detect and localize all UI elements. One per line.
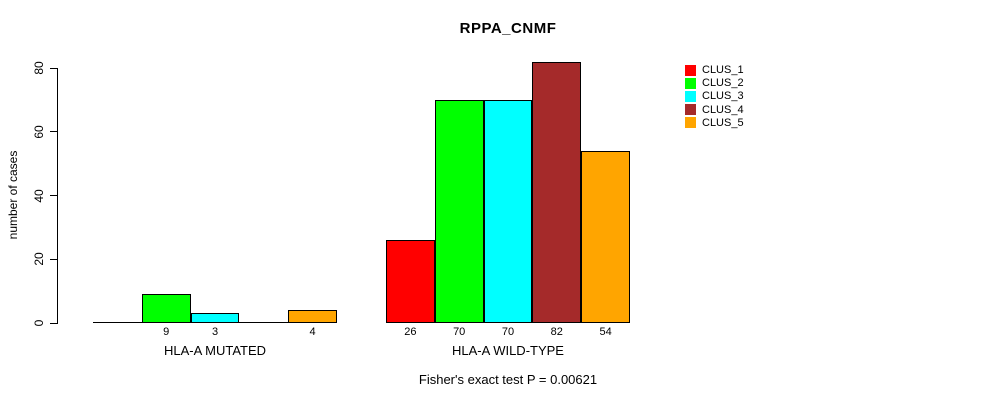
- bar-clus_4-group2: [532, 61, 582, 323]
- y-axis-tick-label-80: 80: [32, 61, 46, 75]
- y-axis-tick-label-40: 40: [32, 188, 46, 203]
- legend-label-clus_5: CLUS_5: [702, 116, 744, 129]
- legend-label-clus_4: CLUS_4: [702, 103, 744, 116]
- y-axis-line: [57, 68, 58, 324]
- y-axis-label: number of cases: [6, 150, 20, 240]
- chart-title: RPPA_CNMF: [459, 20, 557, 37]
- legend-swatch-clus_2: [685, 77, 696, 89]
- bar-clus_5-group1: [288, 310, 337, 323]
- group-label-1: HLA-A MUTATED: [163, 343, 267, 358]
- bar-value-label-clus_3-group1: 3: [211, 326, 219, 338]
- legend-label-clus_1: CLUS_1: [702, 64, 744, 76]
- bar-clus_2-group2: [434, 99, 484, 323]
- bar-value-label-clus_2-group1: 9: [163, 326, 170, 338]
- bar-clus_5-group2: [581, 150, 630, 323]
- bar-clus_3-group2: [483, 99, 533, 323]
- legend-item-clus_2: CLUS_2: [685, 77, 744, 89]
- legend-item-clus_3: CLUS_3: [685, 90, 744, 102]
- y-axis-tick-0: [50, 322, 57, 324]
- y-axis-tick-label-20: 20: [32, 252, 46, 266]
- bar-value-label-clus_2-group2: 70: [453, 326, 466, 338]
- y-axis-tick-label-60: 60: [32, 125, 46, 139]
- bar-value-label-clus_5-group1: 4: [309, 326, 316, 338]
- bar-value-label-clus_5-group2: 54: [599, 326, 612, 338]
- legend-swatch-clus_3: [685, 90, 696, 102]
- legend-swatch-clus_4: [685, 104, 696, 116]
- legend-swatch-clus_1: [685, 64, 696, 76]
- y-axis-tick-label-0: 0: [32, 319, 46, 327]
- legend-label-clus_2: CLUS_2: [702, 77, 744, 90]
- bar-value-label-clus_1-group2: 26: [404, 326, 417, 338]
- y-axis-tick-40: [50, 195, 57, 196]
- legend-item-clus_5: CLUS_5: [685, 117, 744, 129]
- group-label-2: HLA-A WILD-TYPE: [452, 343, 564, 358]
- bar-value-label-clus_3-group2: 70: [501, 326, 515, 338]
- legend-label-clus_3: CLUS_3: [702, 90, 744, 103]
- bar-clus_2-group1: [141, 294, 191, 323]
- legend-item-clus_1: CLUS_1: [685, 64, 744, 76]
- y-axis-tick-80: [50, 67, 57, 69]
- bar-value-label-clus_4-group2: 82: [550, 326, 563, 338]
- y-axis-tick-60: [50, 131, 57, 133]
- bar-clus_1-group2: [386, 240, 435, 323]
- legend-swatch-clus_5: [685, 117, 696, 129]
- fisher-test-annotation: Fisher's exact test P = 0.00621: [418, 372, 598, 387]
- y-axis-tick-20: [50, 258, 57, 260]
- bar-clus_3-group1: [190, 313, 240, 323]
- legend-item-clus_4: CLUS_4: [685, 104, 744, 116]
